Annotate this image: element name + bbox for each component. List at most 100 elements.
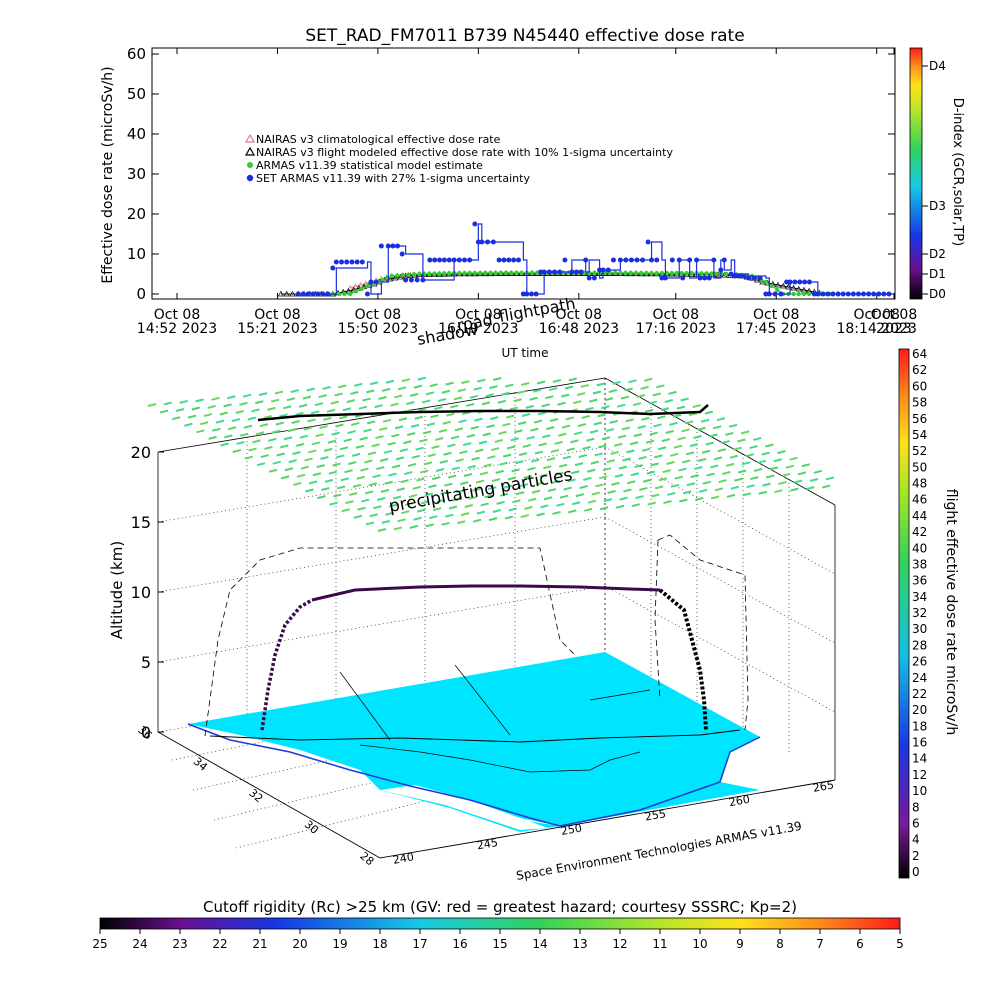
precip-mark (320, 456, 329, 460)
point-set-armas (569, 269, 575, 275)
point-armas-model (633, 270, 639, 276)
point-armas-model (493, 270, 498, 276)
precip-mark (419, 469, 429, 474)
precip-mark (318, 394, 327, 399)
point-armas-model (519, 270, 524, 275)
flight-path-ascent (260, 598, 313, 731)
precip-mark (651, 493, 660, 498)
precip-mark (212, 427, 221, 432)
precip-mark (338, 415, 348, 420)
top-x-tick-label-line1: Oct 08 (455, 307, 501, 323)
precip-mark (472, 518, 482, 523)
point-set-armas (662, 275, 668, 281)
precip-mark (726, 493, 736, 498)
precip-mark (429, 515, 438, 520)
precip-mark (518, 421, 527, 426)
point-set-armas (354, 259, 360, 265)
flight-path-cruise (311, 584, 661, 602)
point-set-armas (634, 257, 640, 263)
point-set-armas (437, 257, 443, 263)
precip-mark (286, 397, 296, 402)
precip-mark (243, 424, 253, 429)
precip-mark (407, 462, 417, 467)
precip-mark (255, 431, 265, 436)
top-x-tick-label-line2: 2023 (876, 321, 912, 337)
precip-mark (678, 467, 687, 472)
point-set-armas (533, 291, 539, 297)
precip-mark (761, 451, 770, 456)
point-set-armas (378, 243, 384, 249)
precip-mark (298, 403, 308, 408)
precip-mark (694, 466, 703, 470)
point-set-armas (385, 243, 391, 249)
precip-mark (557, 401, 566, 406)
precip-mark (629, 441, 639, 446)
precip-mark (476, 510, 486, 515)
point-set-armas (520, 291, 526, 297)
precip-mark (571, 470, 580, 475)
precip-mark (422, 399, 431, 404)
map-state-line-3 (589, 689, 651, 701)
point-armas-model (488, 270, 493, 276)
point-set-armas (669, 257, 675, 263)
precip-mark (568, 377, 578, 382)
precip-mark (521, 413, 531, 417)
top-x-tick-label-line2: 16:48 2023 (539, 321, 619, 337)
precip-mark (396, 487, 406, 492)
point-armas-model (395, 273, 400, 278)
point-armas-model (623, 270, 628, 276)
point-nairas-clim (352, 283, 359, 289)
precip-mark (612, 380, 621, 385)
precip-mark (471, 456, 480, 461)
latitude-tick-label: 28 (357, 849, 376, 868)
point-armas-model (336, 291, 341, 297)
dose-colorbar-tick-label: 24 (912, 671, 927, 685)
rigidity-tick-label: 6 (856, 937, 864, 951)
precip-mark (714, 487, 724, 492)
precip-mark (352, 483, 362, 488)
precip-mark (316, 464, 325, 469)
precip-mark (384, 480, 393, 485)
precip-mark (163, 401, 173, 406)
precip-mark (641, 447, 651, 452)
point-armas-model (353, 289, 359, 294)
point-armas-model (669, 271, 675, 276)
point-set-armas (881, 291, 887, 297)
top-y-tick-label: 50 (127, 85, 146, 103)
point-set-armas (325, 291, 331, 297)
point-armas-model (704, 271, 709, 276)
precip-mark (456, 489, 465, 494)
precip-mark (758, 490, 767, 495)
map-surface (187, 652, 761, 832)
precip-mark (549, 418, 559, 422)
top-series-group (277, 221, 894, 297)
dose-colorbar-tick-label: 28 (912, 638, 927, 652)
precip-mark (346, 399, 355, 404)
precip-mark (382, 418, 392, 423)
precip-mark (187, 414, 197, 419)
precip-mark (586, 468, 596, 473)
precip-mark (561, 393, 570, 398)
precip-mark (400, 479, 409, 484)
precip-mark (679, 498, 688, 503)
precip-mark (343, 438, 353, 443)
precip-mark (680, 397, 689, 402)
point-set-armas (578, 269, 584, 275)
precip-mark (717, 448, 727, 453)
precip-mark (280, 475, 290, 480)
top-y-tick-label: 40 (127, 125, 146, 143)
precip-mark (574, 462, 584, 467)
precip-mark (636, 394, 646, 398)
precip-mark (367, 451, 377, 456)
precip-mark (482, 432, 492, 437)
dose-colorbar-tick-label: 16 (912, 736, 927, 750)
precip-mark (647, 501, 656, 506)
precip-mark (283, 436, 293, 441)
point-armas-model (699, 271, 704, 276)
point-set-armas (506, 257, 512, 263)
top-y-ticks: 0 10 20 30 40 50 60 (127, 45, 895, 303)
precip-mark (554, 440, 563, 445)
precip-mark (709, 433, 718, 438)
precip-mark (559, 494, 569, 499)
dindex-tick-label: D3 (929, 199, 946, 213)
